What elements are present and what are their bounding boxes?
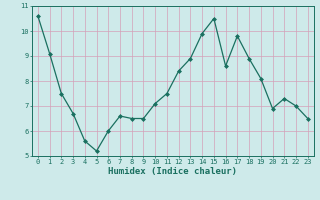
X-axis label: Humidex (Indice chaleur): Humidex (Indice chaleur) <box>108 167 237 176</box>
